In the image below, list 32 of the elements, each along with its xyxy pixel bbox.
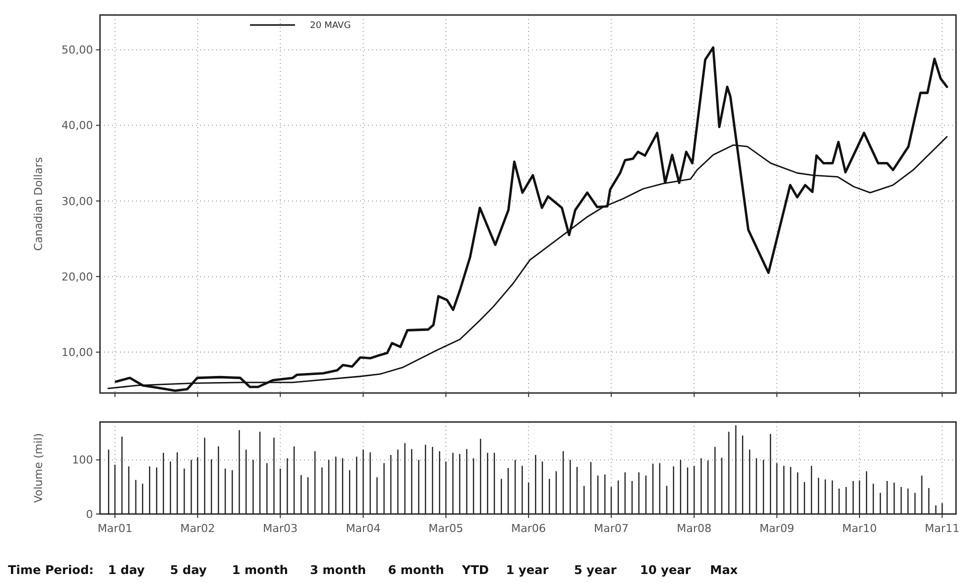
x-tick-label: Mar02 (180, 522, 216, 535)
x-tick-label: Mar08 (676, 522, 712, 535)
y-tick-label: 10,00 (62, 346, 93, 360)
x-tick-label: Mar11 (924, 522, 960, 535)
text: 1 day (108, 563, 145, 577)
text: 3 month (310, 563, 366, 577)
text: 1 year (506, 563, 549, 577)
text: 5 year (574, 563, 617, 577)
text: 6 month (388, 563, 444, 577)
y-axis-title: Canadian Dollars (32, 156, 45, 251)
x-tick-label: Mar07 (594, 522, 629, 535)
text: 1 month (232, 563, 288, 577)
text: 10 year (640, 563, 691, 577)
text: YTD (461, 563, 489, 577)
y-tick-label: 50,00 (62, 44, 93, 57)
x-tick-label: Mar03 (262, 522, 298, 535)
x-tick-label: Mar09 (759, 522, 794, 535)
text: Time Period: (8, 563, 94, 577)
text: 5 day (170, 563, 207, 577)
text: Max (710, 563, 738, 577)
y-tick-label: 30,00 (62, 194, 93, 208)
x-tick-label: Mar06 (511, 522, 546, 535)
y-axis-title: Volume (mil) (32, 433, 45, 503)
x-tick-label: Mar05 (428, 522, 464, 535)
x-tick-label: Mar01 (98, 522, 132, 535)
y-tick-label: 20,00 (62, 270, 93, 284)
x-tick-label: Mar10 (842, 522, 877, 535)
y-tick-label: 0 (86, 508, 93, 521)
legend-label: 20 MAVG (310, 21, 351, 32)
y-tick-label: 100 (72, 454, 93, 467)
y-tick-label: 40,00 (62, 119, 93, 132)
x-tick-label: Mar04 (346, 522, 381, 535)
